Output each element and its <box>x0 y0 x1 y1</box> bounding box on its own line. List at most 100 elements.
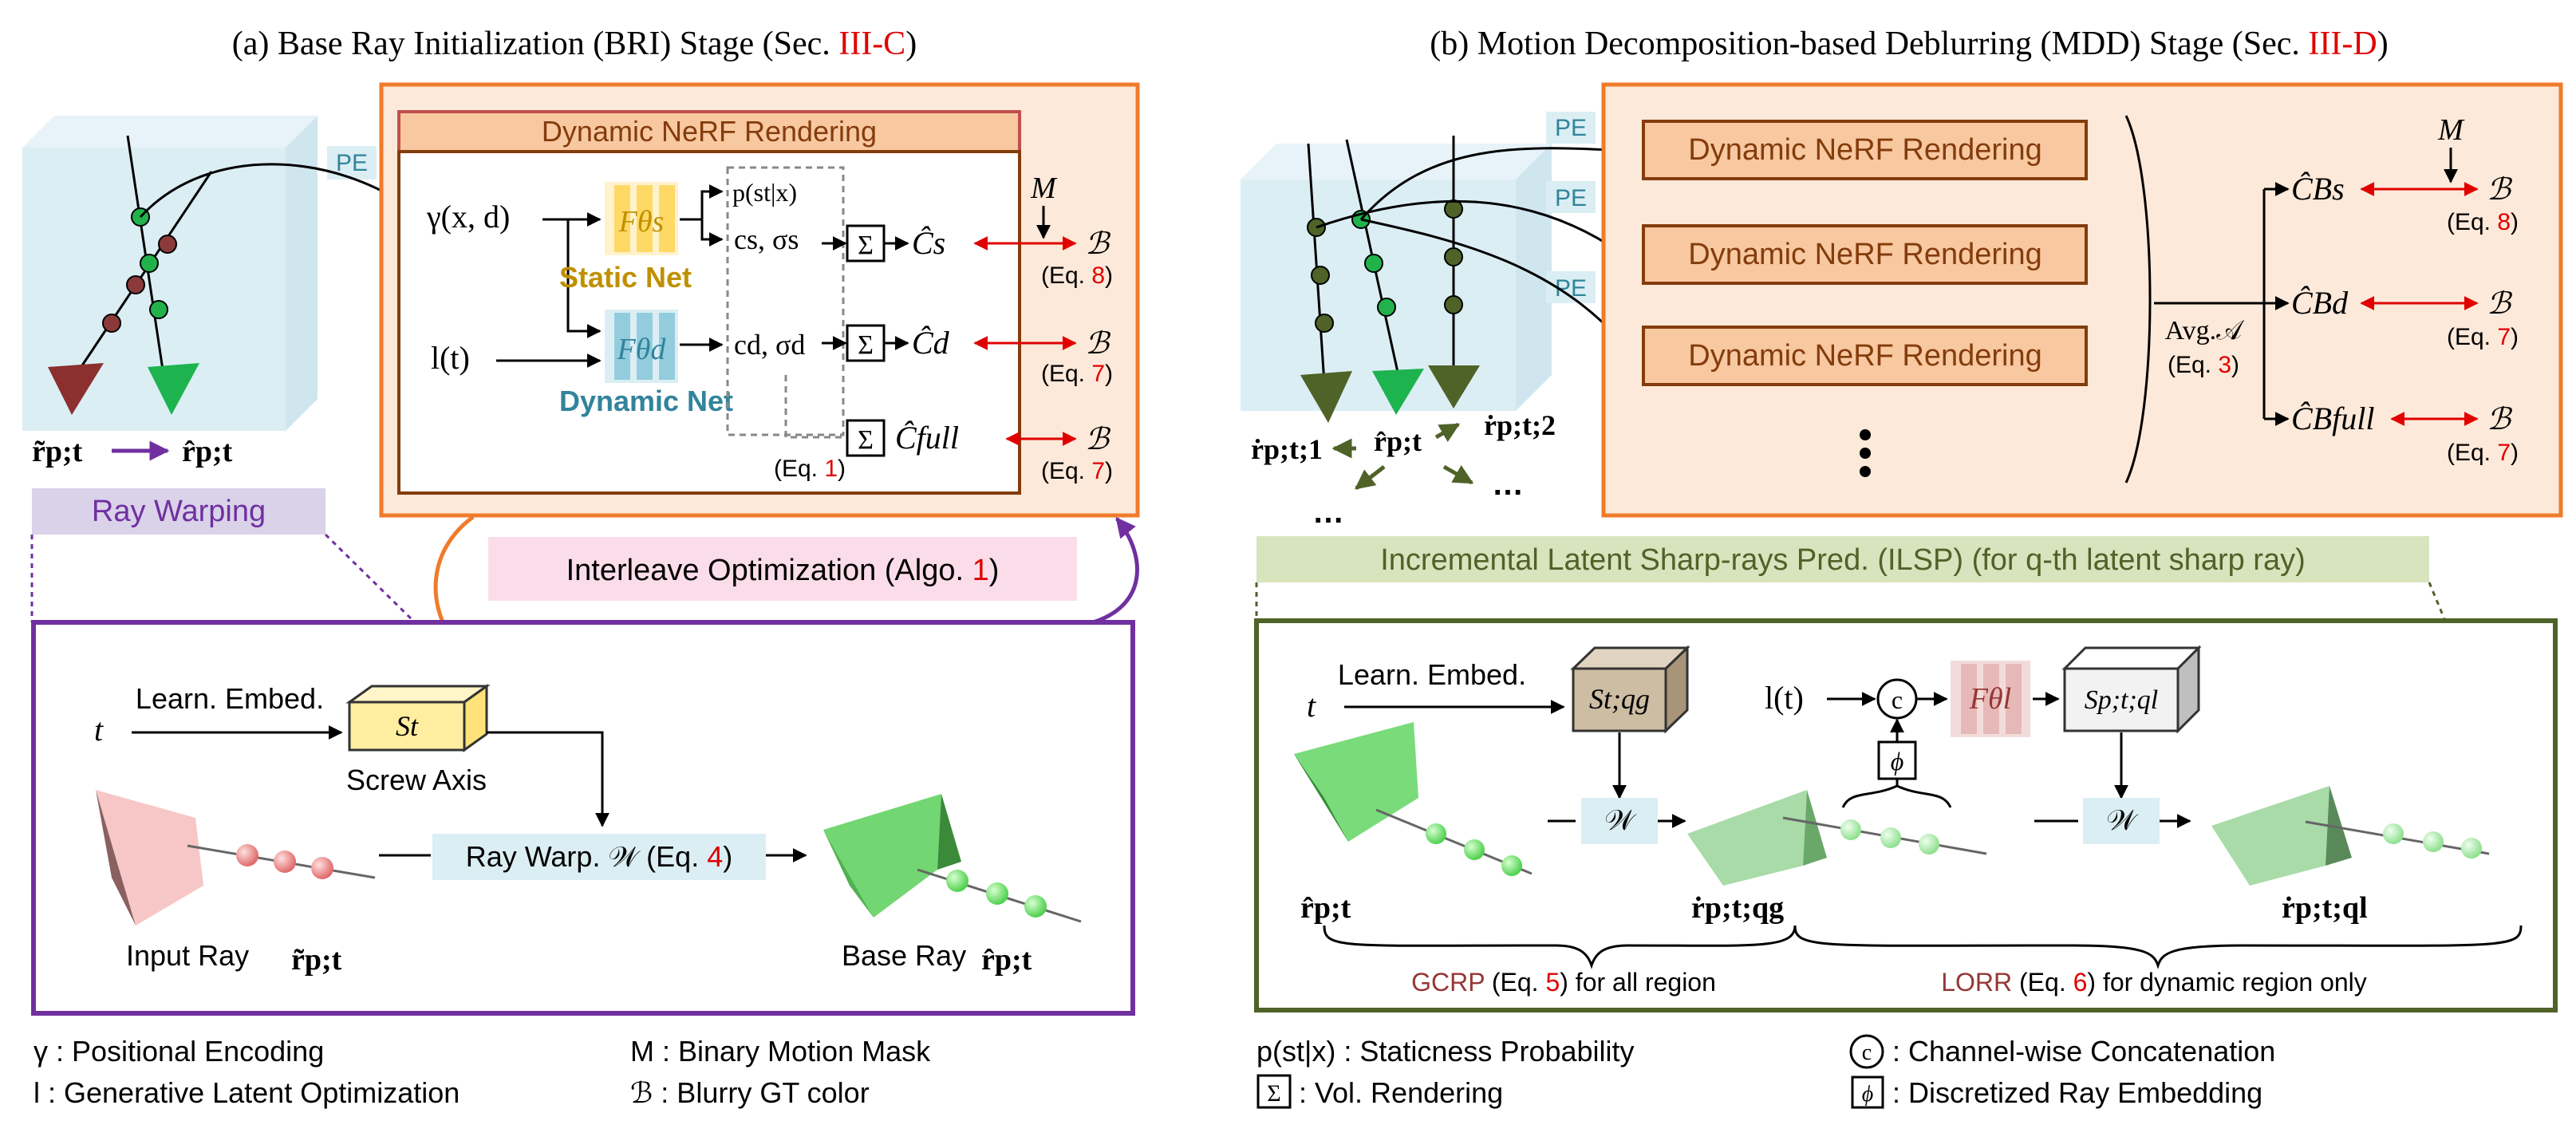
cb-full: ĈBfull <box>2291 401 2374 436</box>
legend-l: l : Generative Latent Optimization <box>34 1076 460 1109</box>
blur-3: ℬ <box>1085 423 1111 456</box>
ilsp-lt: l(t) <box>1765 680 1804 716</box>
legend-phi: : Discretized Ray Embedding <box>1892 1076 2262 1109</box>
ray-warp-box <box>432 834 766 880</box>
sigma-2: Σ <box>858 330 874 360</box>
mdd-title: (b) Motion Decomposition-based Deblurrin… <box>1430 26 2388 62</box>
mdd-blur-2: ℬ <box>2487 287 2513 321</box>
static-net-block <box>605 182 678 255</box>
avg-label: Avg.𝒜 <box>2165 316 2246 345</box>
ray-warp-panel <box>31 620 1135 1016</box>
interleave-box <box>488 537 1077 601</box>
s-l-cube <box>2061 645 2202 734</box>
ilsp-box <box>1256 536 2429 582</box>
t-input: t <box>94 712 104 748</box>
f-l-label: Fθl <box>1969 682 2011 716</box>
legend-p: p(st|x) : Staticness Probability <box>1256 1035 1635 1068</box>
mdd-brace <box>2124 115 2152 484</box>
mdd-render-box-3: Dynamic NeRF Rendering <box>1688 339 2042 373</box>
ilsp-frustum-2 <box>1687 790 1987 886</box>
sigma-boxes <box>846 224 886 457</box>
bri-title: (a) Base Ray Initialization (BRI) Stage … <box>232 26 917 62</box>
bri-render-body <box>397 150 1021 495</box>
ray-hat-label: r̂p;t <box>182 435 233 468</box>
ilsp-frustum-3 <box>2211 786 2490 886</box>
bri-render-header <box>397 110 1021 153</box>
concat-symbol: c <box>1892 685 1903 714</box>
mdd-blur-1: ℬ <box>2487 173 2513 207</box>
ilsp-r-l: ṙp;t;ql <box>2282 891 2368 925</box>
ray-warp-label: Ray Warp. 𝒲 (Eq. 4) <box>466 840 733 873</box>
l-input: l(t) <box>431 340 470 376</box>
dynamic-fn-label: Fθd <box>617 333 667 366</box>
mdd-dots-1: … <box>1312 495 1344 530</box>
eq7-a: (Eq. 7) <box>1041 361 1113 387</box>
bri-rays <box>48 135 213 415</box>
legend-gamma: γ : Positional Encoding <box>34 1035 324 1068</box>
ilsp-r-hat: r̂p;t <box>1300 891 1351 925</box>
eq8-a: (Eq. 8) <box>1041 262 1113 289</box>
s-g-cube <box>1570 645 1690 734</box>
cd-label: cd, σd <box>734 329 805 361</box>
static-fn-label: Fθs <box>618 205 665 239</box>
w2-box <box>2083 798 2160 844</box>
mdd-render-box-1: Dynamic NeRF Rendering <box>1688 133 2042 167</box>
ilsp-t: t <box>1307 688 1316 724</box>
eq1-label: (Eq. 1) <box>774 456 846 482</box>
mdd-pe-1: PE <box>1555 115 1587 141</box>
input-ray-frustum <box>96 790 376 926</box>
input-ray-label: Input Ray <box>126 939 249 972</box>
cb-s: ĈBs <box>2291 171 2345 207</box>
prob-label: p(st|x) <box>732 178 797 207</box>
legend-b: ℬ : Blurry GT color <box>630 1076 870 1109</box>
dynamic-net-label: Dynamic Net <box>559 385 733 417</box>
dynamic-net-block <box>605 310 678 383</box>
mdd-eq8: (Eq. 8) <box>2447 209 2519 235</box>
gcrp-label: GCRP (Eq. 5) for all region <box>1411 968 1716 997</box>
s-l-label: Sp;t;ql <box>2085 685 2159 715</box>
mdd-eq7-b: (Eq. 7) <box>2447 440 2519 466</box>
screw-symbol: St <box>396 710 419 742</box>
input-ray-symbol: r̃p;t <box>291 943 342 977</box>
svg-text:Σ: Σ <box>1267 1080 1280 1107</box>
screw-axis-label: Screw Axis <box>346 764 487 796</box>
ilsp-frustum-1 <box>1294 722 1533 876</box>
c-s-hat: Ĉs <box>912 225 945 261</box>
pe-label: PE <box>336 150 368 176</box>
bri-render-header-label: Dynamic NeRF Rendering <box>542 115 877 148</box>
static-net-label: Static Net <box>559 261 692 294</box>
mdd-r2: ṙp;t;2 <box>1484 409 1556 441</box>
w1-box <box>1581 798 1658 844</box>
base-ray-frustum <box>823 794 1082 923</box>
ray-tilde-label: r̃p;t <box>32 435 83 468</box>
eq7-b: (Eq. 7) <box>1041 458 1113 484</box>
legend-m: M : Binary Motion Mask <box>630 1035 931 1068</box>
ilsp-r-g: ṙp;t;qg <box>1691 891 1784 925</box>
lorr-label: LORR (Eq. 6) for dynamic region only <box>1941 968 2367 997</box>
svg-text:c: c <box>1862 1040 1872 1065</box>
base-ray-symbol: r̂p;t <box>981 943 1032 977</box>
s-g-label: St;qg <box>1589 683 1650 715</box>
mask-label: M <box>1030 172 1058 205</box>
eq3-label: (Eq. 3) <box>2168 352 2239 378</box>
learn-embed-label: Learn. Embed. <box>136 682 324 715</box>
mdd-eq7-a: (Eq. 7) <box>2447 324 2519 350</box>
gamma-input: γ(x, d) <box>426 199 510 235</box>
blur-2: ℬ <box>1085 327 1111 361</box>
base-ray-label: Base Ray <box>842 939 966 972</box>
c-full-hat: Ĉfull <box>895 420 959 456</box>
mdd-dots-2: … <box>1492 467 1524 502</box>
gcrp-brace <box>1323 925 1797 969</box>
sigma-1: Σ <box>858 231 874 260</box>
ilsp-learn-embed: Learn. Embed. <box>1338 658 1526 691</box>
cs-label: cs, σs <box>734 223 799 255</box>
mdd-pe-2: PE <box>1555 185 1587 211</box>
lorr-brace <box>1793 925 2523 969</box>
mdd-blur-3: ℬ <box>2487 403 2513 436</box>
ray-warping-box <box>32 488 325 535</box>
interleave-label: Interleave Optimization (Algo. 1) <box>566 554 1000 587</box>
blur-1: ℬ <box>1085 227 1111 261</box>
legend-c: : Channel-wise Concatenation <box>1892 1035 2275 1068</box>
cb-d: ĈBd <box>2291 285 2349 321</box>
